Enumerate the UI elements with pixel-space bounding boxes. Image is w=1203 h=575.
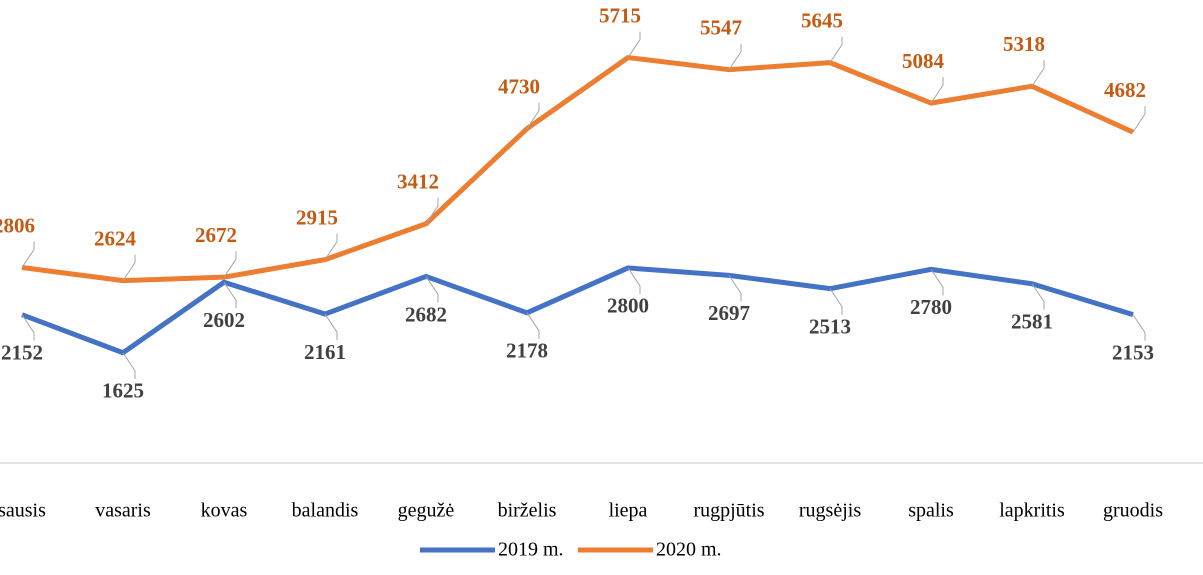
leader-line xyxy=(728,43,742,70)
leader-line xyxy=(1031,283,1045,310)
data-label: 5318 xyxy=(1003,32,1045,56)
data-label: 2581 xyxy=(1011,310,1053,334)
leader-line xyxy=(728,275,742,302)
x-tick-label: kovas xyxy=(201,500,248,522)
leader-line xyxy=(829,288,843,315)
x-tick-label: spalis xyxy=(908,500,954,522)
data-label: 4682 xyxy=(1104,78,1146,102)
data-label: 2780 xyxy=(910,295,952,319)
data-label: 5645 xyxy=(801,8,843,32)
data-label: 2602 xyxy=(203,308,245,332)
leader-line xyxy=(526,312,540,339)
leader-line xyxy=(223,281,237,309)
leader-line xyxy=(1132,106,1146,133)
leader-line xyxy=(223,251,237,278)
data-label: 5715 xyxy=(599,3,641,27)
data-label: 1625 xyxy=(102,379,144,403)
data-label: 2697 xyxy=(708,301,750,325)
leader-line xyxy=(930,269,944,296)
line-series xyxy=(21,265,1134,356)
data-label: 2513 xyxy=(809,314,851,338)
data-label: 2161 xyxy=(304,340,346,364)
leader-line xyxy=(324,233,338,260)
data-label: 2624 xyxy=(94,226,137,250)
leader-line xyxy=(324,313,338,341)
x-tick-label: gegužė xyxy=(398,500,455,522)
leader-line xyxy=(627,31,641,58)
x-tick-label: rugpjūtis xyxy=(693,500,764,522)
data-label: 2682 xyxy=(405,302,447,326)
leader-line xyxy=(425,276,439,303)
data-label: 5547 xyxy=(700,16,742,40)
data-label: 5084 xyxy=(902,49,945,73)
leader-line xyxy=(21,314,35,341)
data-label: 3412 xyxy=(397,170,439,194)
data-label: 2153 xyxy=(1112,340,1154,364)
leader-line xyxy=(21,241,35,268)
data-label: 2672 xyxy=(195,223,237,247)
data-label: 2915 xyxy=(296,205,338,229)
line-series xyxy=(21,55,1135,284)
legend-label: 2019 m. xyxy=(498,539,564,561)
leader-line xyxy=(122,254,136,281)
leader-line xyxy=(526,102,540,129)
leader-line xyxy=(1031,60,1045,87)
x-tick-label: liepa xyxy=(609,500,648,522)
leader-line xyxy=(829,36,843,63)
x-tick-label: balandis xyxy=(292,500,359,522)
x-tick-label: gruodis xyxy=(1103,500,1163,522)
leader-line xyxy=(122,352,136,379)
data-label: 4730 xyxy=(498,74,540,98)
legend-label: 2020 m. xyxy=(656,539,722,561)
data-label: 2806 xyxy=(0,213,35,237)
leader-line xyxy=(1132,314,1146,341)
leader-line xyxy=(627,267,641,294)
leader-line xyxy=(930,77,944,104)
x-tick-label: lapkritis xyxy=(999,500,1065,522)
x-tick-label: rugsėjis xyxy=(799,500,861,522)
data-label: 2178 xyxy=(506,339,548,363)
data-label: 2152 xyxy=(1,341,43,365)
leader-line xyxy=(425,197,439,225)
x-tick-label: vasaris xyxy=(95,500,151,522)
x-tick-label: birželis xyxy=(498,500,557,522)
data-label: 2800 xyxy=(607,294,649,318)
x-tick-label: sausis xyxy=(0,500,46,522)
